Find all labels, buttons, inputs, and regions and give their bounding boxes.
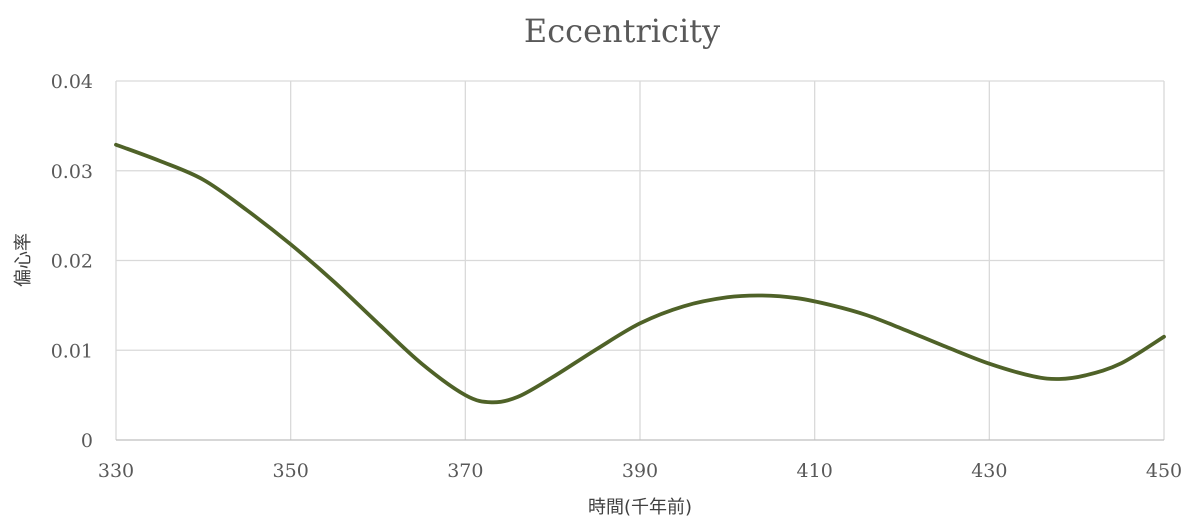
- x-tick-label: 350: [273, 460, 309, 482]
- x-tick-label: 330: [98, 460, 134, 482]
- y-tick-label: 0.04: [51, 71, 93, 93]
- x-tick-label: 410: [797, 460, 833, 482]
- x-tick-label: 450: [1146, 460, 1182, 482]
- y-tick-label: 0.02: [51, 251, 93, 273]
- tick-labels: 0 0.01 0.02 0.03 0.04 330 350 370 390 410 430 450: [51, 71, 1182, 482]
- y-tick-label: 0.01: [51, 340, 93, 362]
- eccentricity-line: [114, 142, 1166, 405]
- gridlines: [115, 80, 1165, 440]
- y-axis-label: 偏心率: [13, 233, 34, 287]
- chart-title: Eccentricity: [524, 12, 720, 50]
- x-tick-label: 430: [971, 460, 1007, 482]
- y-tick-label: 0: [81, 430, 93, 452]
- x-tick-label: 370: [447, 460, 483, 482]
- y-tick-label: 0.03: [51, 161, 93, 183]
- x-axis-label: 時間(千年前): [588, 497, 692, 518]
- series-layer: [114, 142, 1166, 405]
- x-tick-label: 390: [622, 460, 658, 482]
